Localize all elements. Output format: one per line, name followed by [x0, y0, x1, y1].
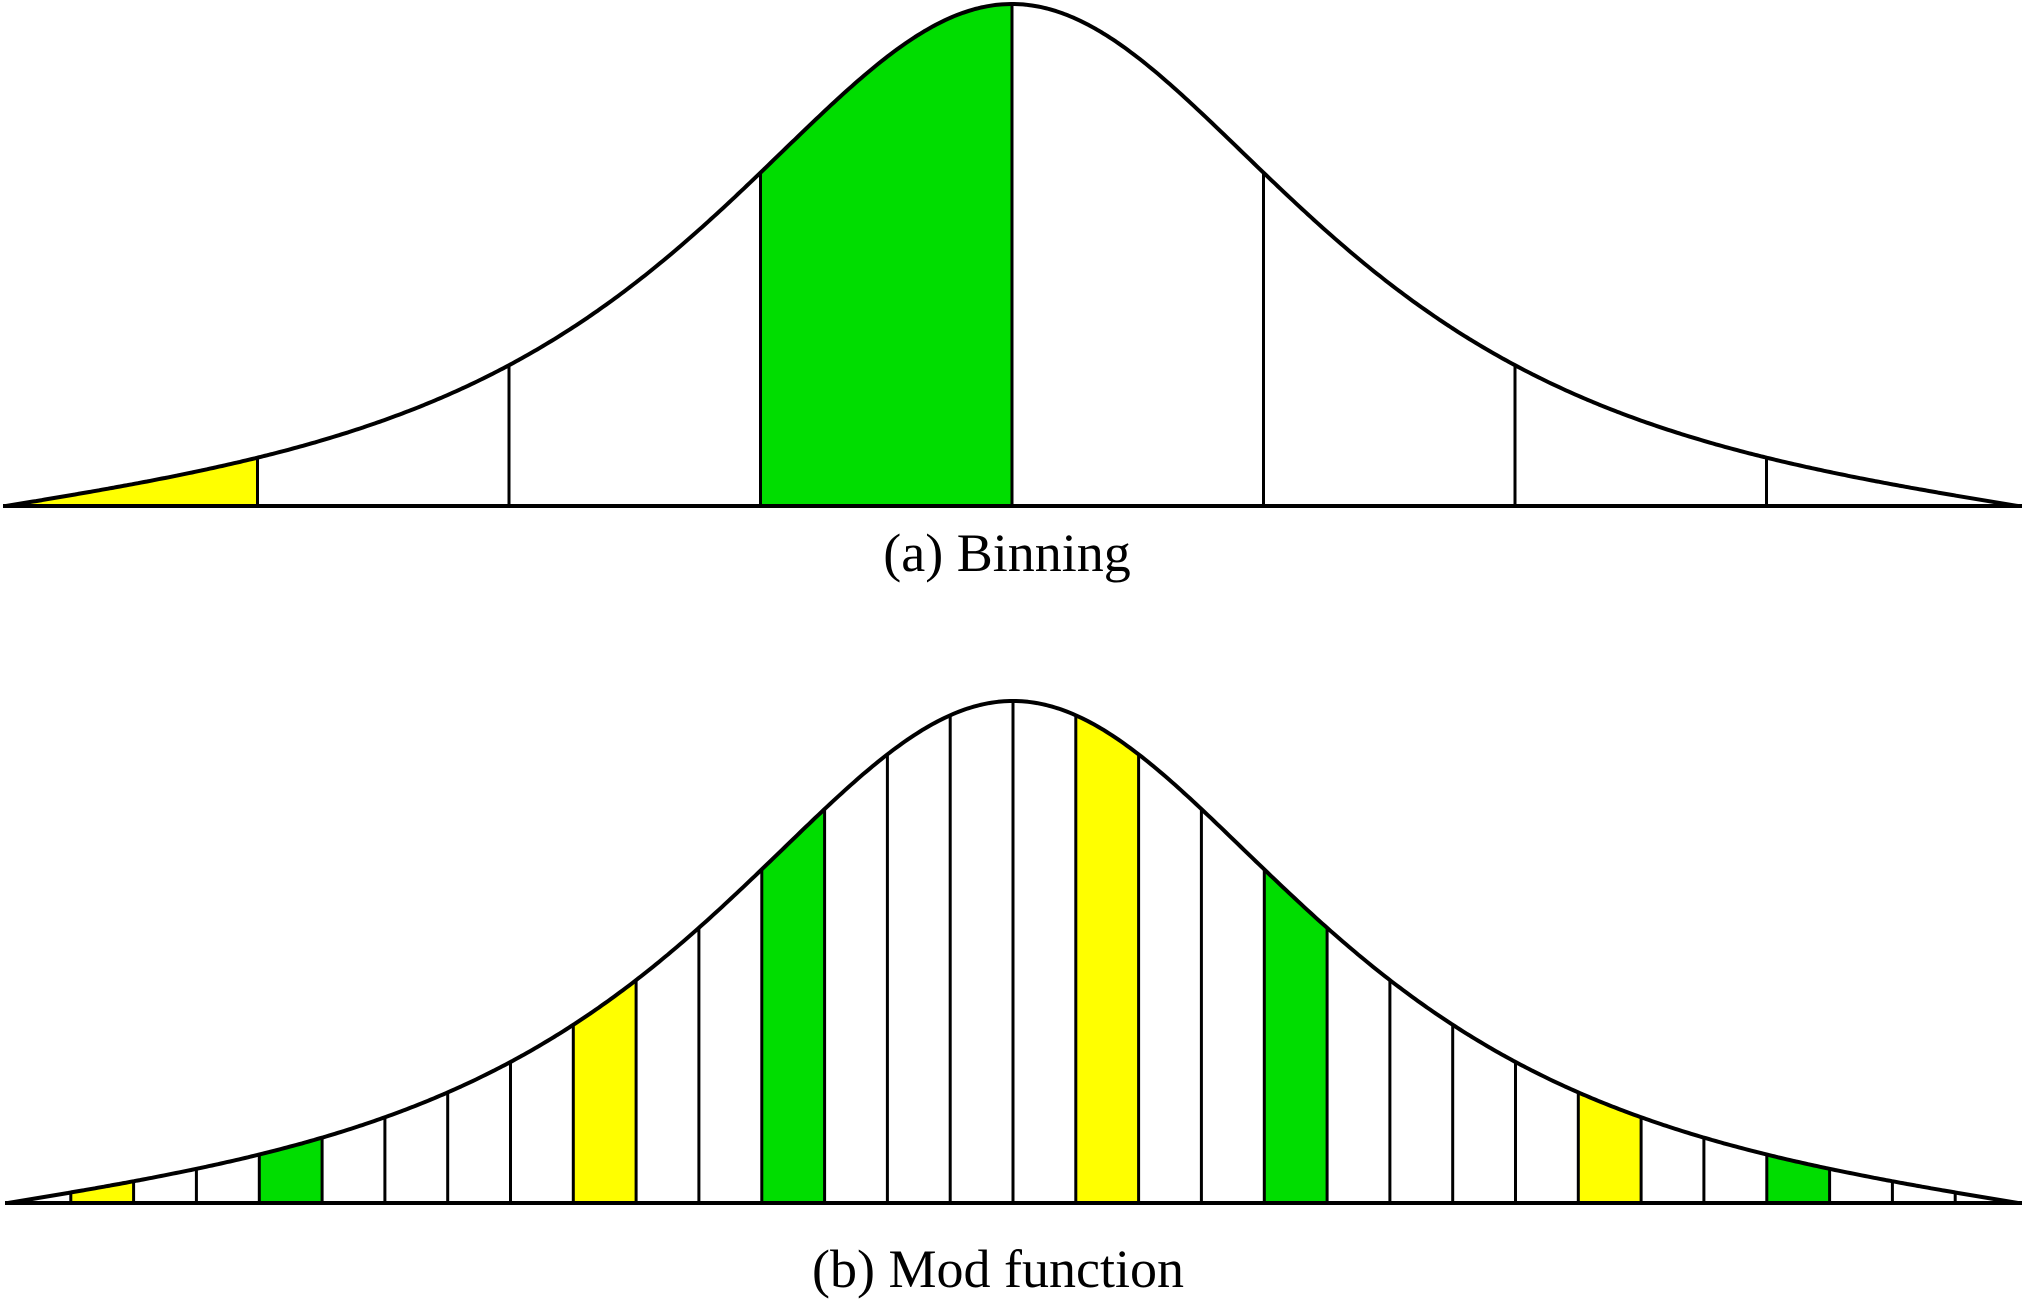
mod-function-bin-2-yellow-region — [70, 1181, 134, 1203]
mod-function-bin-5-green-region — [259, 1137, 323, 1203]
mod-function-bin-26-yellow-region — [1578, 1092, 1642, 1203]
mod-function-highlighted-bin-regions — [70, 715, 1830, 1203]
binning-bin-4-green-region — [760, 4, 1012, 506]
panel-binning: (a) Binning — [3, 2, 2022, 583]
panel-mod-function: (b) Mod function — [5, 699, 2022, 1299]
mod-function-bell-curve — [6, 699, 2020, 1205]
binning-bin-1-yellow-region — [6, 457, 258, 506]
binning-highlighted-bin-regions — [6, 4, 1012, 506]
mod-function-bin-13-green-region — [761, 809, 825, 1203]
mod-function-caption: (b) Mod function — [812, 1239, 1184, 1299]
mod-function-bin-dividers — [69, 701, 1957, 1203]
mod-function-bin-10-yellow-region — [573, 980, 637, 1203]
mod-function-bin-18-yellow-region — [1075, 715, 1139, 1203]
binning-bell-curve — [4, 2, 2020, 508]
binning-bin-dividers — [256, 4, 1768, 506]
binning-caption: (a) Binning — [883, 523, 1130, 583]
mod-function-bin-21-green-region — [1264, 869, 1328, 1203]
